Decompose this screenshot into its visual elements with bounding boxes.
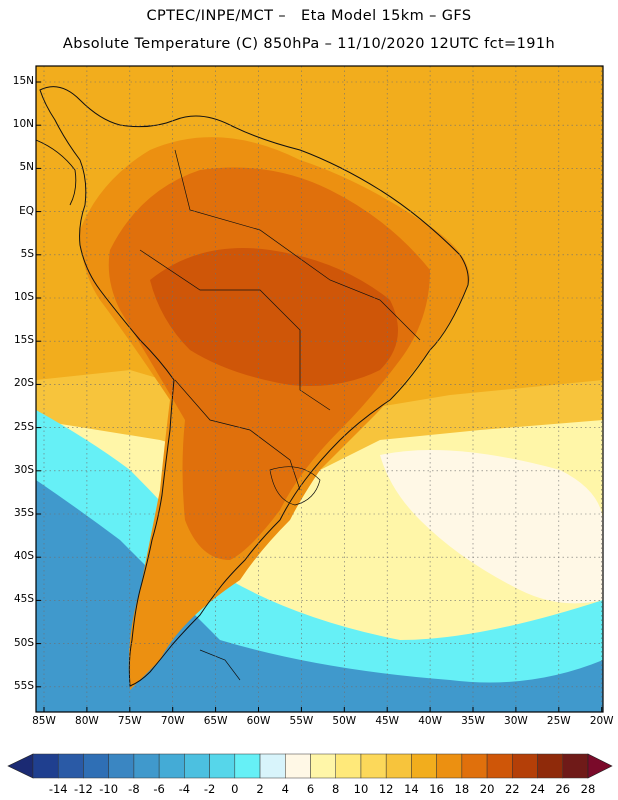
colorbar-label: 26 [555,782,571,796]
colorbar-label: -8 [128,782,140,796]
latitude-label: 45S [13,593,34,606]
colorbar-segment [234,753,261,779]
colorbar-segment [385,753,412,779]
colorbar-label: -10 [99,782,119,796]
colorbar-segment [461,753,488,779]
colorbar-label: 4 [281,782,289,796]
ocean-cold-region [36,480,603,712]
colorbar-segment [411,753,437,779]
colorbar-segment [562,753,589,779]
colorbar-over-arrow [587,753,613,779]
colorbar-label: 0 [231,782,239,796]
longitude-label: 75W [117,715,142,727]
longitude-label: 20W [589,715,614,727]
latitude-label: 15N [12,75,34,87]
latitude-label: 20S [13,377,34,390]
colorbar-segment [32,753,59,779]
color-bar [7,753,613,779]
colorbar-segment [285,753,311,779]
colorbar-label: 14 [404,782,419,796]
latitude-label: 35S [13,507,34,519]
longitude-label: 25W [546,715,571,727]
latitude-label: 5S [20,247,34,260]
longitude-label: 40W [418,715,442,727]
latitude-label: 40S [13,550,34,563]
tierra-del-fuego [199,649,241,681]
latitude-label: 30S [13,463,34,476]
country-border [139,249,331,411]
latitude-label: 50S [13,636,34,649]
colorbar-label: 2 [256,782,264,796]
colorbar-segment [83,753,109,779]
colorbar-segment [158,753,185,779]
continent-coastline [39,86,469,687]
colorbar-label: -12 [74,782,93,796]
colorbar-segment [310,753,336,779]
longitude-label: 70W [160,715,185,727]
colorbar-segment [209,753,236,779]
colorbar-label: 8 [332,782,340,796]
ocean-cream-region [380,450,603,604]
colorbar-segment [133,753,160,779]
colorbar-label: 24 [530,782,545,796]
colorbar-segment [512,753,538,779]
colorbar-segment [335,753,362,779]
longitude-label: 30W [504,715,528,727]
colorbar-label: -14 [48,782,68,796]
country-border [174,379,301,491]
colorbar-segment [537,753,564,779]
map-title-line-2: Absolute Temperature (C) 850hPa – 11/10/… [62,36,556,52]
latitude-label: 55S [13,679,34,692]
colorbar-label: -6 [153,782,165,796]
colorbar-segment [259,753,286,779]
colorbar-label: 6 [306,782,315,796]
colorbar-segment [360,753,387,779]
colorbar-label: 20 [479,782,495,796]
colorbar-segment [57,753,84,779]
colorbar-label: 22 [504,782,520,796]
colorbar-label: -4 [178,782,191,796]
latitude-label: EQ [19,204,34,217]
colorbar-label: 28 [580,782,596,796]
latitude-label: 25S [13,420,34,433]
map-title-line-1: CPTEC/INPE/MCT – Eta Model 15km – GFS [146,8,472,24]
longitude-label: 55W [289,715,314,727]
longitude-label: 45W [375,715,400,727]
colorbar-label: 16 [429,782,444,796]
colorbar-label: -2 [203,782,216,796]
colorbar-label: 10 [353,782,369,796]
uruguay-border [269,466,321,506]
colorbar-under-arrow [7,753,34,779]
graticule [36,66,603,712]
colorbar-segment [184,753,210,779]
longitude-label: 60W [246,715,271,727]
colorbar-label: 12 [378,782,394,796]
longitude-label: 50W [332,715,357,727]
longitude-label: 85W [32,715,56,727]
colorbar-segment [108,753,135,779]
latitude-label: 10N [12,118,34,131]
temperature-field [36,66,603,712]
longitude-label: 80W [75,715,99,727]
colorbar-segment [486,753,513,779]
latitude-label: 10S [13,291,34,303]
colorbar-segment [436,753,463,779]
longitude-label: 35W [461,715,485,727]
latitude-label: 15S [13,334,34,347]
map-border [35,65,604,713]
country-border [174,149,421,341]
longitude-label: 65W [203,715,228,727]
central-america-coastline [36,139,77,206]
colorbar-label: 18 [454,782,470,796]
latitude-label: 5N [19,161,34,174]
